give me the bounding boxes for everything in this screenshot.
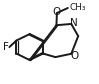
Text: O: O (52, 7, 61, 17)
Text: N: N (70, 18, 78, 28)
Text: O: O (71, 51, 79, 61)
Text: F: F (2, 42, 8, 52)
Text: CH₃: CH₃ (69, 3, 86, 12)
